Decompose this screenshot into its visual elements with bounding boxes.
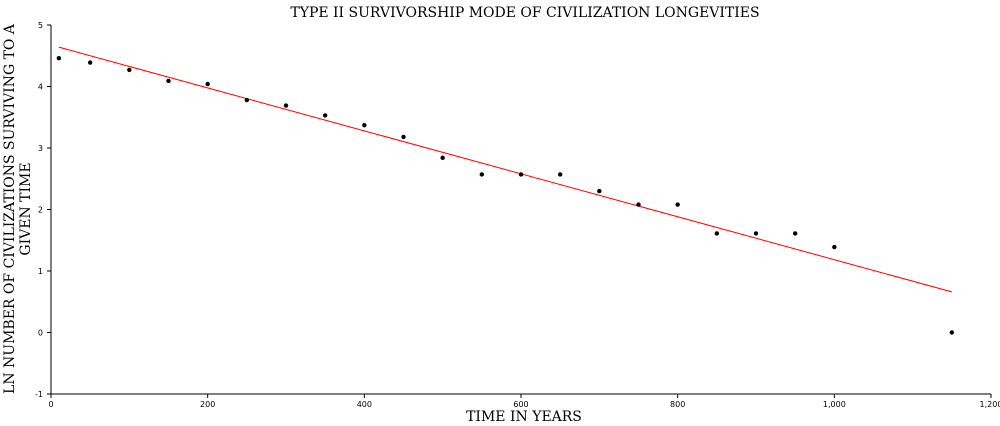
data-point: [597, 188, 602, 194]
data-point: [322, 113, 328, 118]
data-point: [362, 123, 367, 128]
y-axis-label-line-2: GIVEN TIME: [18, 162, 34, 255]
plot-marks: 0 200 400 600 800 1,000 1,200 -1 0 1 2 3 4 5: [35, 21, 1000, 409]
data-point: [87, 60, 93, 65]
x-tick-label: 200: [200, 400, 215, 409]
x-tick-label: 0: [48, 400, 53, 409]
data-point: [753, 231, 759, 236]
data-point: [440, 155, 445, 161]
trend-line: [58, 46, 952, 293]
data-point: [479, 172, 485, 177]
data-point: [244, 97, 250, 103]
data-point: [56, 56, 62, 61]
y-tick-label: 1: [38, 267, 43, 276]
data-point: [557, 172, 563, 177]
y-axis-label-line-1: LN NUMBER OF CIVILIZATIONS SURVIVING TO …: [2, 23, 18, 394]
data-point: [675, 202, 680, 207]
data-point: [832, 244, 837, 250]
x-tick-label: 800: [670, 400, 685, 409]
x-tick-label: 600: [513, 400, 528, 409]
data-point: [127, 67, 132, 73]
y-tick-label: 0: [38, 329, 43, 338]
data-point: [792, 231, 798, 236]
x-tick-label: 400: [357, 400, 372, 409]
y-tick-label: 2: [38, 206, 43, 215]
data-point: [401, 134, 406, 140]
y-tick-label: 3: [38, 144, 43, 153]
data-point: [166, 78, 171, 84]
y-tick-label: -1: [35, 390, 43, 399]
data-point: [636, 202, 641, 207]
data-point: [714, 231, 720, 236]
data-point: [949, 330, 955, 335]
x-axis-label: TIME IN YEARS: [466, 409, 582, 425]
x-tick-label: 1,200: [980, 400, 1000, 409]
x-tick-label: 1,000: [823, 400, 846, 409]
y-tick-label: 5: [38, 21, 43, 30]
chart-title: TYPE II SURVIVORSHIP MODE OF CIVILIZATIO…: [290, 5, 759, 21]
y-tick-label: 4: [38, 83, 43, 92]
data-point: [518, 172, 524, 177]
data-point: [205, 81, 210, 87]
data-point: [283, 103, 289, 108]
